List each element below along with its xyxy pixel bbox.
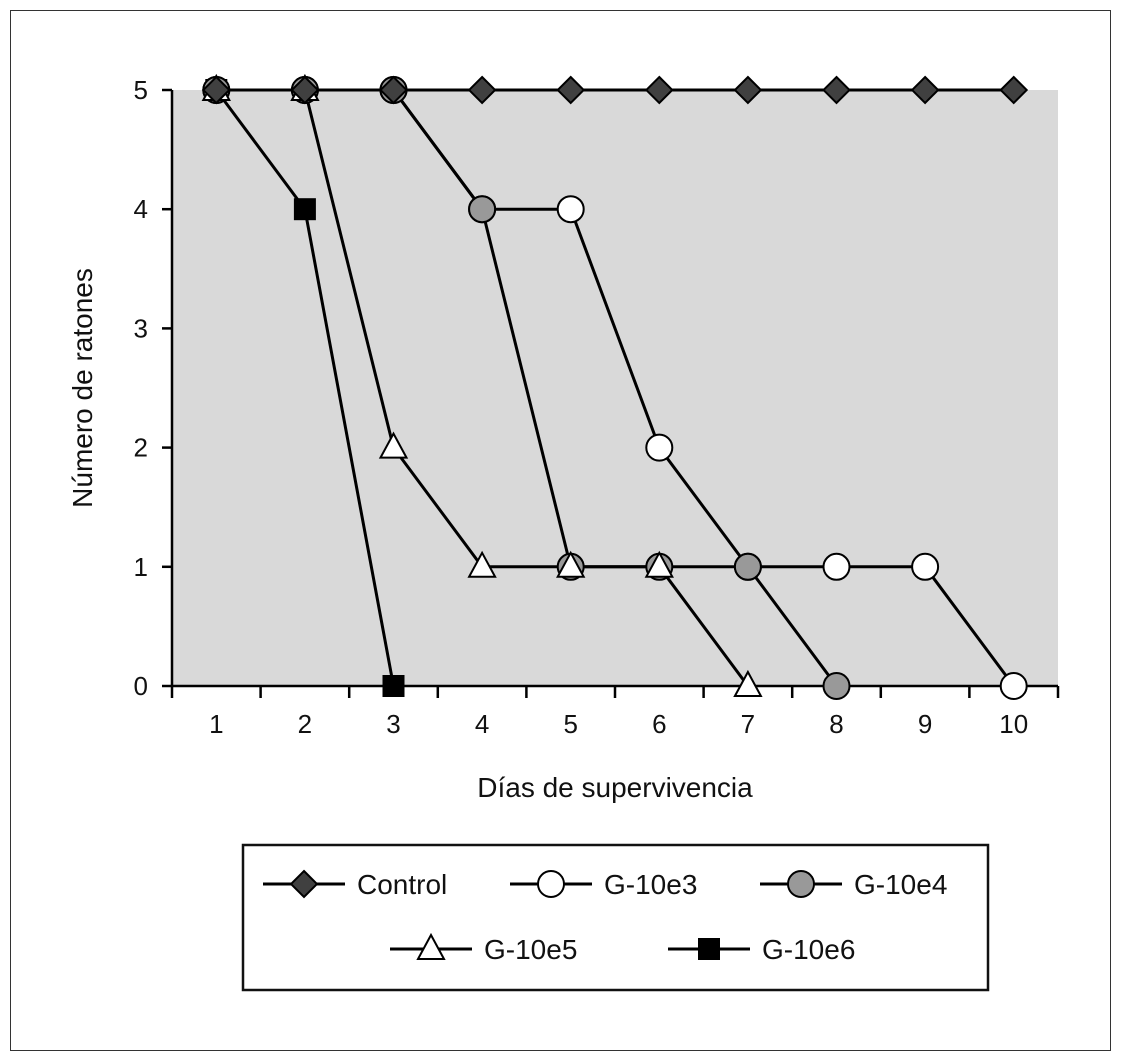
legend-box <box>241 843 990 992</box>
figure-frame <box>10 10 1111 1051</box>
legend-marker <box>787 870 815 898</box>
data-point <box>999 672 1028 700</box>
data-point <box>911 552 940 581</box>
x-axis-title: Días de supervivencia <box>477 772 753 803</box>
data-point <box>467 550 497 578</box>
y-tick-label: 1 <box>134 552 148 582</box>
data-point <box>468 195 497 224</box>
y-tick-label: 0 <box>134 671 148 701</box>
markers-control <box>201 75 1029 105</box>
series-g-10e4 <box>216 88 838 687</box>
y-tick-label: 2 <box>134 433 148 463</box>
x-tick-label: 9 <box>918 709 932 739</box>
legend-entry-control: Control <box>263 869 447 900</box>
y-tick-label: 4 <box>134 194 148 224</box>
data-point <box>910 75 940 105</box>
data-point <box>201 75 231 105</box>
x-tick-label: 1 <box>209 709 223 739</box>
data-point <box>290 75 320 105</box>
series-layer <box>201 73 1029 700</box>
data-point <box>644 75 674 105</box>
data-point <box>293 198 316 221</box>
tick-labels: 0 1 2 3 4 5 1 2 3 4 5 6 7 8 9 10 <box>134 75 1029 739</box>
data-point <box>378 431 409 459</box>
data-point <box>644 550 674 578</box>
x-tick-label: 6 <box>652 709 666 739</box>
data-point <box>999 75 1029 105</box>
legend-marker <box>537 870 565 898</box>
legend-label: G-10e6 <box>762 934 855 965</box>
legend-marker <box>416 932 446 960</box>
data-point <box>467 75 497 105</box>
x-tick-label: 2 <box>298 709 312 739</box>
data-point <box>556 550 586 578</box>
data-point <box>822 75 851 105</box>
data-point <box>733 552 762 581</box>
legend-entry-g-10e4: G-10e4 <box>760 869 947 900</box>
series-line <box>216 88 838 687</box>
x-tick-label: 5 <box>563 709 577 739</box>
legend-label: G-10e3 <box>604 869 697 900</box>
legend-marker <box>289 869 319 899</box>
data-point <box>733 669 763 697</box>
data-point <box>382 675 405 697</box>
data-point <box>822 672 851 700</box>
x-tick-label: 4 <box>475 709 489 739</box>
legend: Control G-10e3 G-10e4 G-10e5 G-10e6 <box>263 869 947 965</box>
legend-marker <box>698 938 720 960</box>
y-tick-label: 3 <box>134 313 148 343</box>
data-point <box>822 552 851 581</box>
data-point <box>733 75 763 105</box>
axes <box>162 88 1060 698</box>
legend-label: G-10e5 <box>484 934 577 965</box>
legend-entry-g-10e6: G-10e6 <box>668 934 855 965</box>
data-point <box>556 75 586 105</box>
y-axis-title: Número de ratones <box>67 268 98 508</box>
legend-label: Control <box>357 869 447 900</box>
x-tick-label: 7 <box>741 709 755 739</box>
x-tick-label: 8 <box>829 709 843 739</box>
legend-label: G-10e4 <box>854 869 947 900</box>
data-point <box>556 195 585 224</box>
data-point <box>645 433 674 462</box>
data-point <box>379 75 408 105</box>
plot-area <box>172 90 1058 686</box>
legend-entry-g-10e3: G-10e3 <box>510 869 697 900</box>
legend-entry-g-10e5: G-10e5 <box>390 932 577 965</box>
x-tick-label: 10 <box>999 709 1028 739</box>
y-tick-label: 5 <box>134 75 148 105</box>
x-tick-label: 3 <box>386 709 400 739</box>
